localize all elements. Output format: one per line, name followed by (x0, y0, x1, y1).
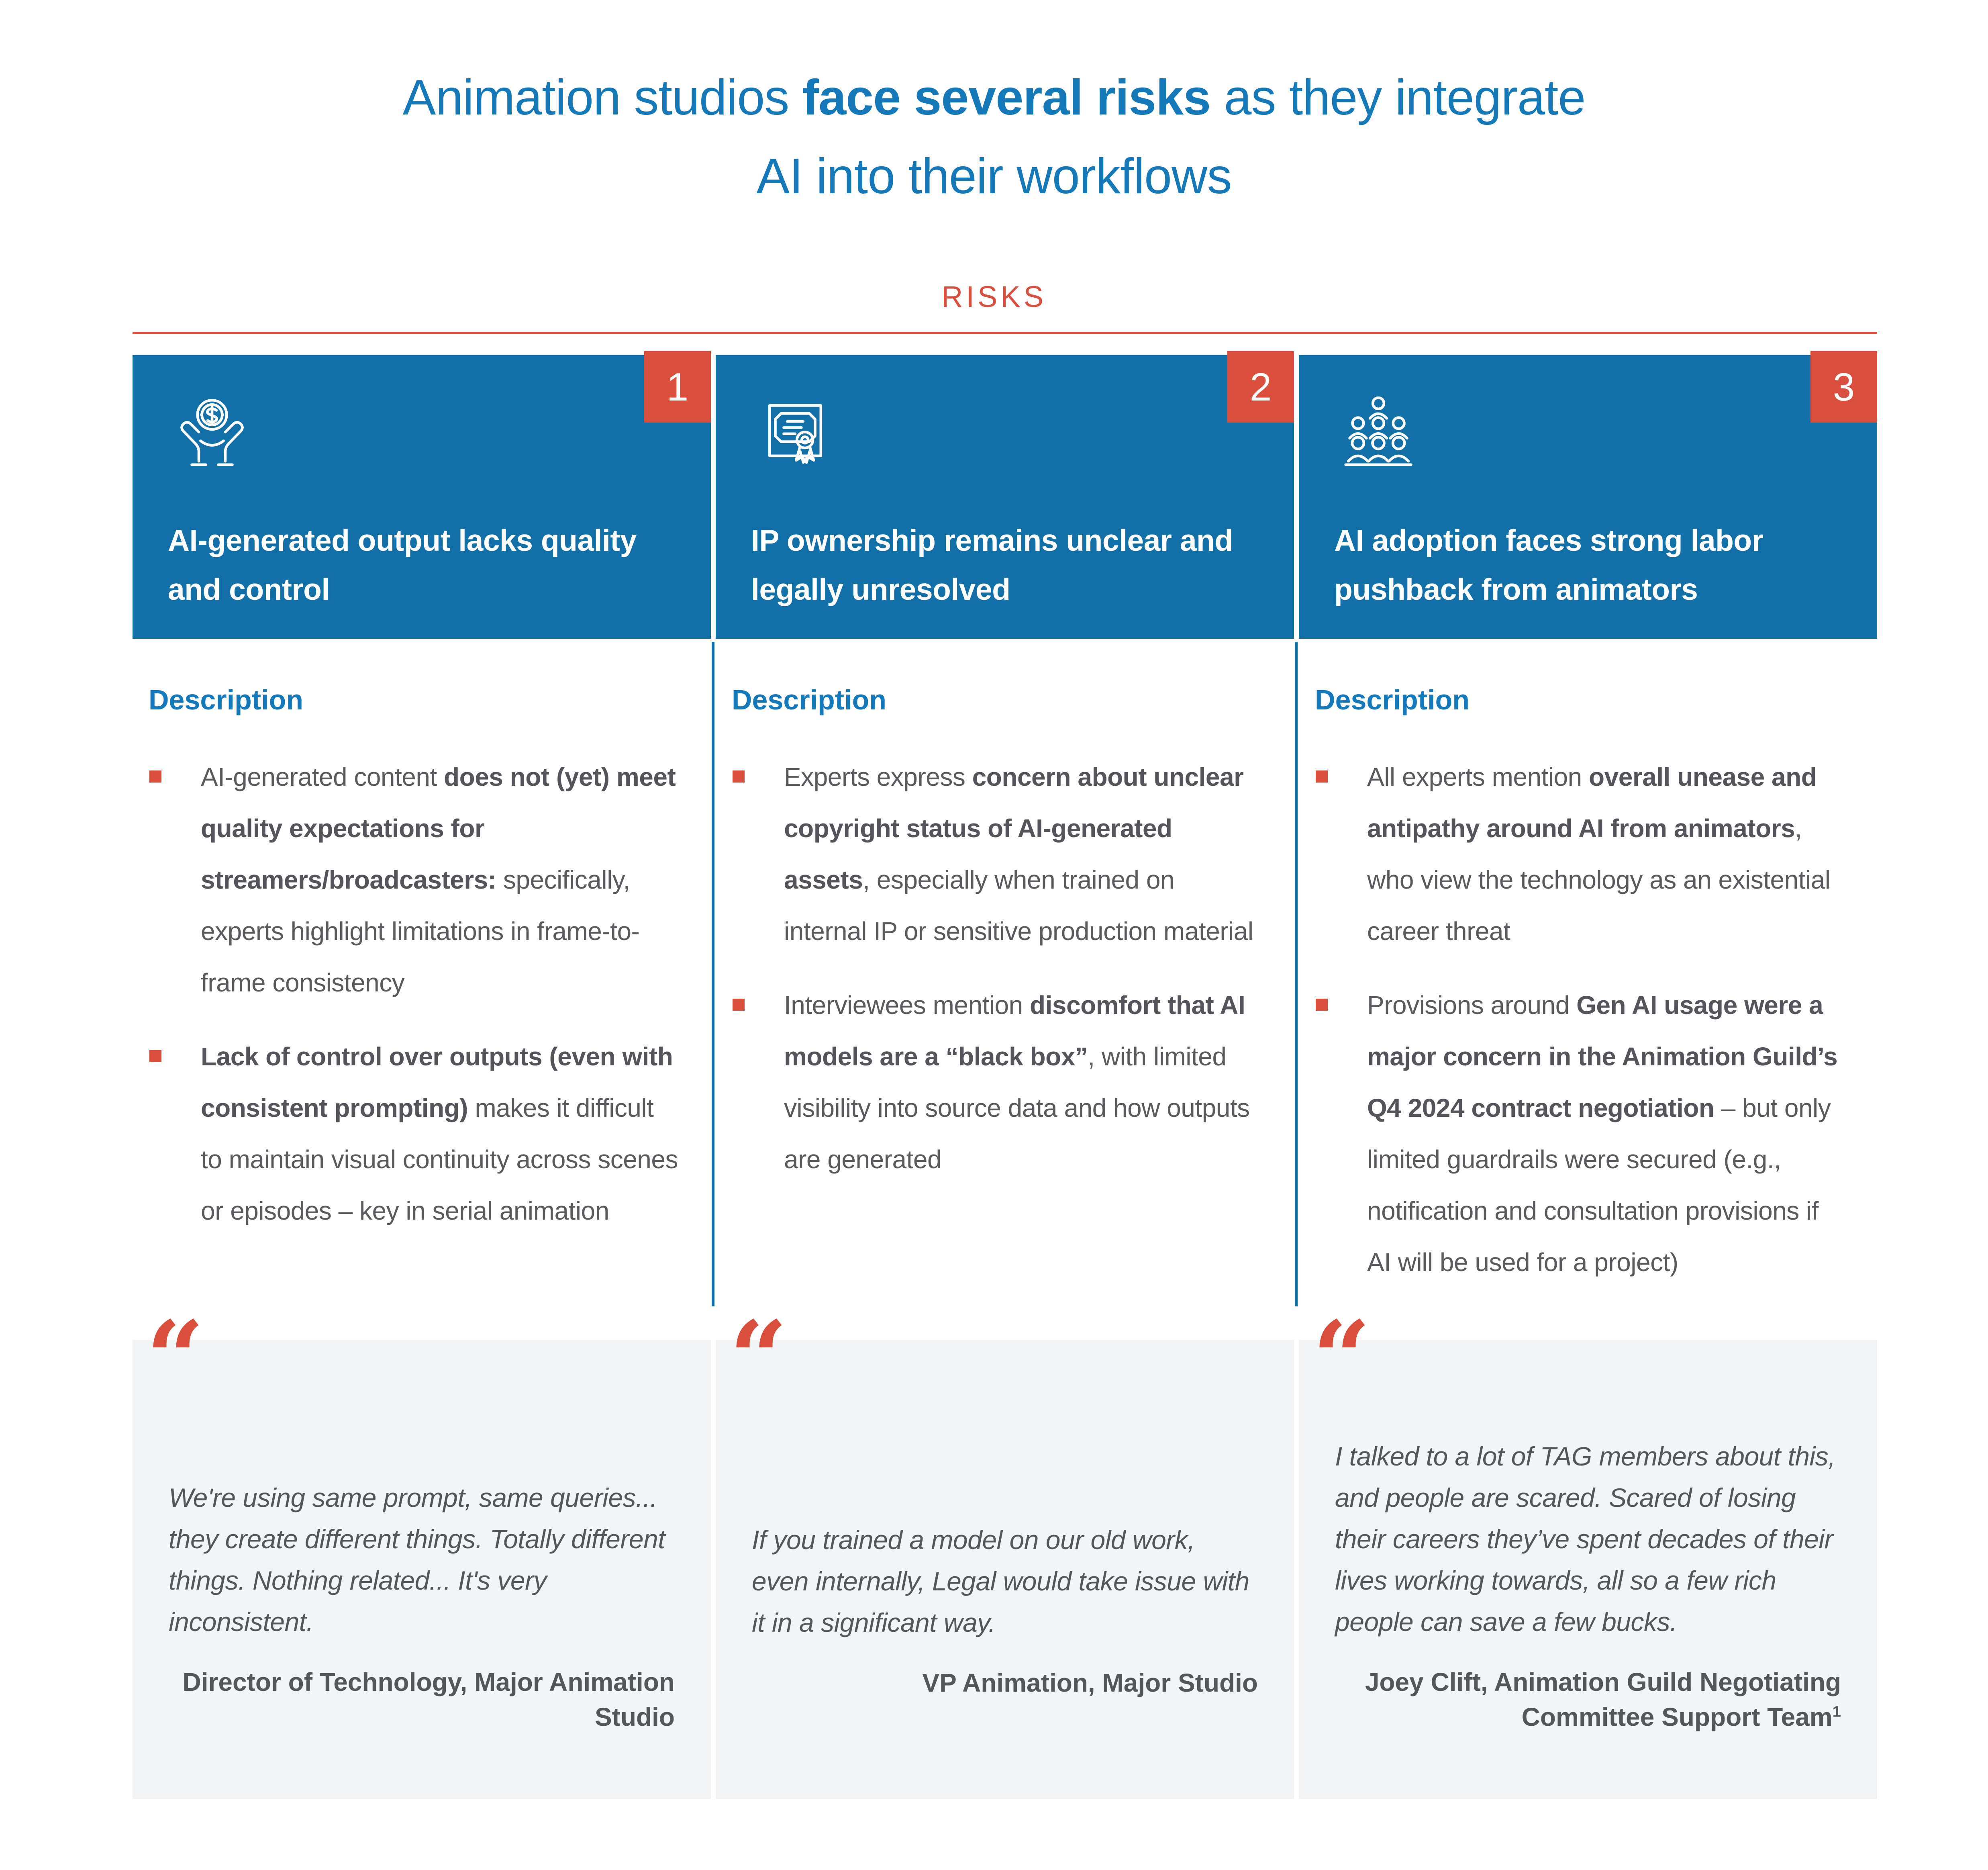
bullet-item: Lack of control over outputs (even with … (149, 1031, 680, 1236)
risk-description-section: Description Experts express concern abou… (716, 639, 1294, 1340)
quote-attribution: Joey Clift, Animation Guild Negotiating … (1365, 1667, 1841, 1731)
bullet-marker (733, 770, 745, 783)
title-line-1: Animation studios face several risks as … (151, 59, 1837, 137)
quote-attribution: Director of Technology, Major Animation … (182, 1667, 675, 1731)
bullet-item: All experts mention overall unease and a… (1315, 751, 1846, 957)
bullet-marker (733, 999, 745, 1011)
quote-card: “ I talked to a lot of TAG members about… (1299, 1308, 1877, 1799)
bullet-marker (1316, 770, 1328, 783)
bullet-list: AI-generated content does not (yet) meet… (149, 751, 680, 1236)
bullet-item: Experts express concern about unclear co… (732, 751, 1263, 957)
quote-card: “ If you trained a model on our old work… (716, 1308, 1294, 1799)
hands-holding-coin-icon (168, 390, 256, 479)
bullet-item: Interviewees mention discomfort that AI … (732, 979, 1263, 1185)
risk-columns: 1 AI-g (133, 351, 1877, 1799)
quote-text: We're using same prompt, same queries...… (169, 1483, 665, 1637)
title-line-2: AI into their workflows (756, 148, 1232, 204)
risk-title: AI-generated output lacks quality and co… (168, 523, 637, 606)
risk-column-2: 2 IP ownership remain (716, 351, 1294, 1799)
bullet-marker (149, 770, 161, 783)
description-heading: Description (732, 684, 887, 715)
risk-number-badge: 2 (1227, 351, 1294, 423)
risk-description-section: Description All experts mention overall … (1299, 639, 1877, 1340)
quote-text: I talked to a lot of TAG members about t… (1335, 1441, 1836, 1637)
risk-column-3: 3 AI adoption faces s (1299, 351, 1877, 1799)
risks-divider-line (133, 332, 1877, 334)
quote-card: “ We're using same prompt, same queries.… (133, 1308, 711, 1799)
open-quote-icon: “ (729, 1299, 788, 1418)
people-group-icon (1334, 390, 1423, 479)
certificate-icon (751, 390, 839, 479)
title-text: Animation studios (402, 70, 802, 125)
risk-number-badge: 3 (1810, 351, 1877, 423)
risk-description-section: Description AI-generated content does no… (133, 639, 711, 1340)
bullet-text: Provisions around Gen AI usage were a ma… (1367, 991, 1838, 1277)
risk-column-1: 1 AI-g (133, 351, 711, 1799)
bullet-marker (149, 1050, 161, 1062)
risk-header-3: 3 AI adoption faces s (1299, 351, 1877, 639)
bullet-item: Provisions around Gen AI usage were a ma… (1315, 979, 1846, 1288)
risk-header-1: 1 AI-g (133, 351, 711, 639)
description-heading: Description (149, 684, 304, 715)
title-text: as they integrate (1210, 70, 1586, 125)
risk-header-2: 2 IP ownership remain (716, 351, 1294, 639)
bullet-text: Lack of control over outputs (even with … (201, 1042, 678, 1225)
risk-title: IP ownership remains unclear and legally… (751, 523, 1233, 606)
open-quote-icon: “ (146, 1299, 204, 1418)
description-heading: Description (1315, 684, 1470, 715)
bullet-text: Experts express concern about unclear co… (784, 762, 1253, 946)
bullet-list: All experts mention overall unease and a… (1315, 751, 1846, 1288)
bullet-text: Interviewees mention discomfort that AI … (784, 991, 1250, 1174)
column-divider-line (712, 642, 714, 1306)
bullet-text: AI-generated content does not (yet) meet… (201, 762, 676, 997)
risk-title: AI adoption faces strong labor pushback … (1334, 523, 1763, 606)
title-text-bold: face several risks (802, 70, 1211, 125)
risks-section-label: RISKS (941, 280, 1047, 313)
bullet-item: AI-generated content does not (yet) meet… (149, 751, 680, 1008)
risk-number-badge: 1 (644, 351, 711, 423)
bullet-list: Experts express concern about unclear co… (732, 751, 1263, 1185)
page-title: Animation studios face several risks as … (151, 59, 1837, 216)
column-divider-line (1295, 642, 1298, 1306)
bullet-marker (1316, 999, 1328, 1011)
bullet-text: All experts mention overall unease and a… (1367, 762, 1831, 946)
quote-text: If you trained a model on our old work, … (752, 1525, 1249, 1638)
quote-attribution: VP Animation, Major Studio (922, 1668, 1258, 1697)
open-quote-icon: “ (1312, 1299, 1371, 1418)
